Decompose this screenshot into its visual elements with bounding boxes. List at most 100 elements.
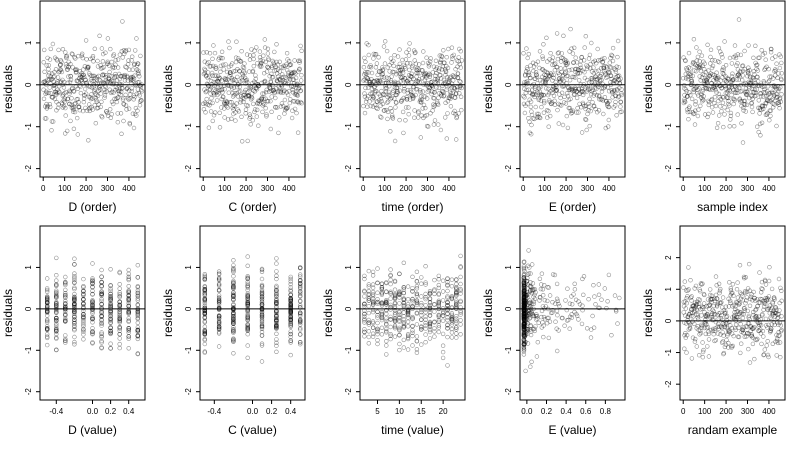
data-point [223,116,227,120]
data-point [706,43,710,47]
data-point [254,46,258,50]
data-point [104,85,108,89]
data-point [404,118,408,122]
data-point [555,32,559,36]
data-point [419,343,423,347]
data-point [727,280,731,284]
data-point [736,68,740,72]
data-point [728,56,732,60]
data-point [376,338,380,342]
data-point [84,39,88,43]
data-point [383,39,387,43]
data-point [275,262,279,266]
data-point [554,320,558,324]
data-point [421,50,425,54]
data-point [219,70,223,74]
x-tick-label: 15 [417,407,426,416]
data-point [272,50,276,54]
data-point [563,324,567,328]
data-point [534,105,538,109]
x-tick-label: 300 [261,184,275,193]
data-point [367,304,371,308]
data-point [376,316,380,320]
data-point [714,275,718,279]
data-point [522,87,526,91]
data-point [747,44,751,48]
data-point [597,283,601,287]
y-tick-label: -2 [664,165,673,173]
data-point [415,335,419,339]
data-point [75,116,79,120]
data-point [56,76,60,80]
data-point [757,98,761,102]
y-tick-label: 1 [504,265,513,270]
data-point [371,290,375,294]
data-point [73,335,77,339]
data-point [383,62,387,66]
data-point [203,342,207,346]
data-point [778,355,782,359]
data-point [693,123,697,127]
data-point [459,282,463,286]
data-point [761,335,765,339]
data-point [601,112,605,116]
data-point [98,34,102,38]
data-point [723,105,727,109]
x-axis-label: D (order) [68,200,116,214]
data-point [450,323,454,327]
data-point [564,299,568,303]
data-point [252,57,256,61]
data-point [768,265,772,269]
data-point [212,44,216,48]
x-tick-label: 300 [741,184,755,193]
data-point [260,360,264,364]
y-tick-label: 0 [504,306,513,311]
data-point [766,339,770,343]
x-tick-label: 100 [218,184,232,193]
data-point [218,125,222,129]
data-point [389,297,393,301]
data-point [454,67,458,71]
data-point [424,333,428,337]
data-point [69,119,73,123]
data-point [775,62,779,66]
data-point [293,59,297,63]
data-point [433,310,437,314]
x-tick-label: 300 [581,184,595,193]
data-point [421,61,425,65]
data-point [121,20,125,24]
x-tick-label: 400 [602,184,616,193]
data-point [260,277,264,281]
data-point [371,310,375,314]
data-point [136,321,140,325]
data-point [619,105,623,109]
data-point [775,354,779,358]
data-point [541,57,545,61]
data-point [692,37,696,41]
data-point [525,47,529,51]
data-point [132,97,136,101]
data-point [765,344,769,348]
data-point [589,62,593,66]
data-point [580,322,584,326]
data-point [527,249,531,253]
data-point [589,109,593,113]
data-point [597,293,601,297]
data-point [209,110,213,114]
data-point [617,296,621,300]
data-point [246,104,250,108]
data-point [576,106,580,110]
data-point [100,268,104,272]
data-point [127,107,131,111]
data-point [705,345,709,349]
data-point [777,277,781,281]
data-point [728,118,732,122]
data-point [529,280,533,284]
data-point [372,57,376,61]
data-point [386,100,390,104]
data-point [407,106,411,110]
data-point [273,96,277,100]
data-point [569,27,573,31]
data-point [758,271,762,275]
